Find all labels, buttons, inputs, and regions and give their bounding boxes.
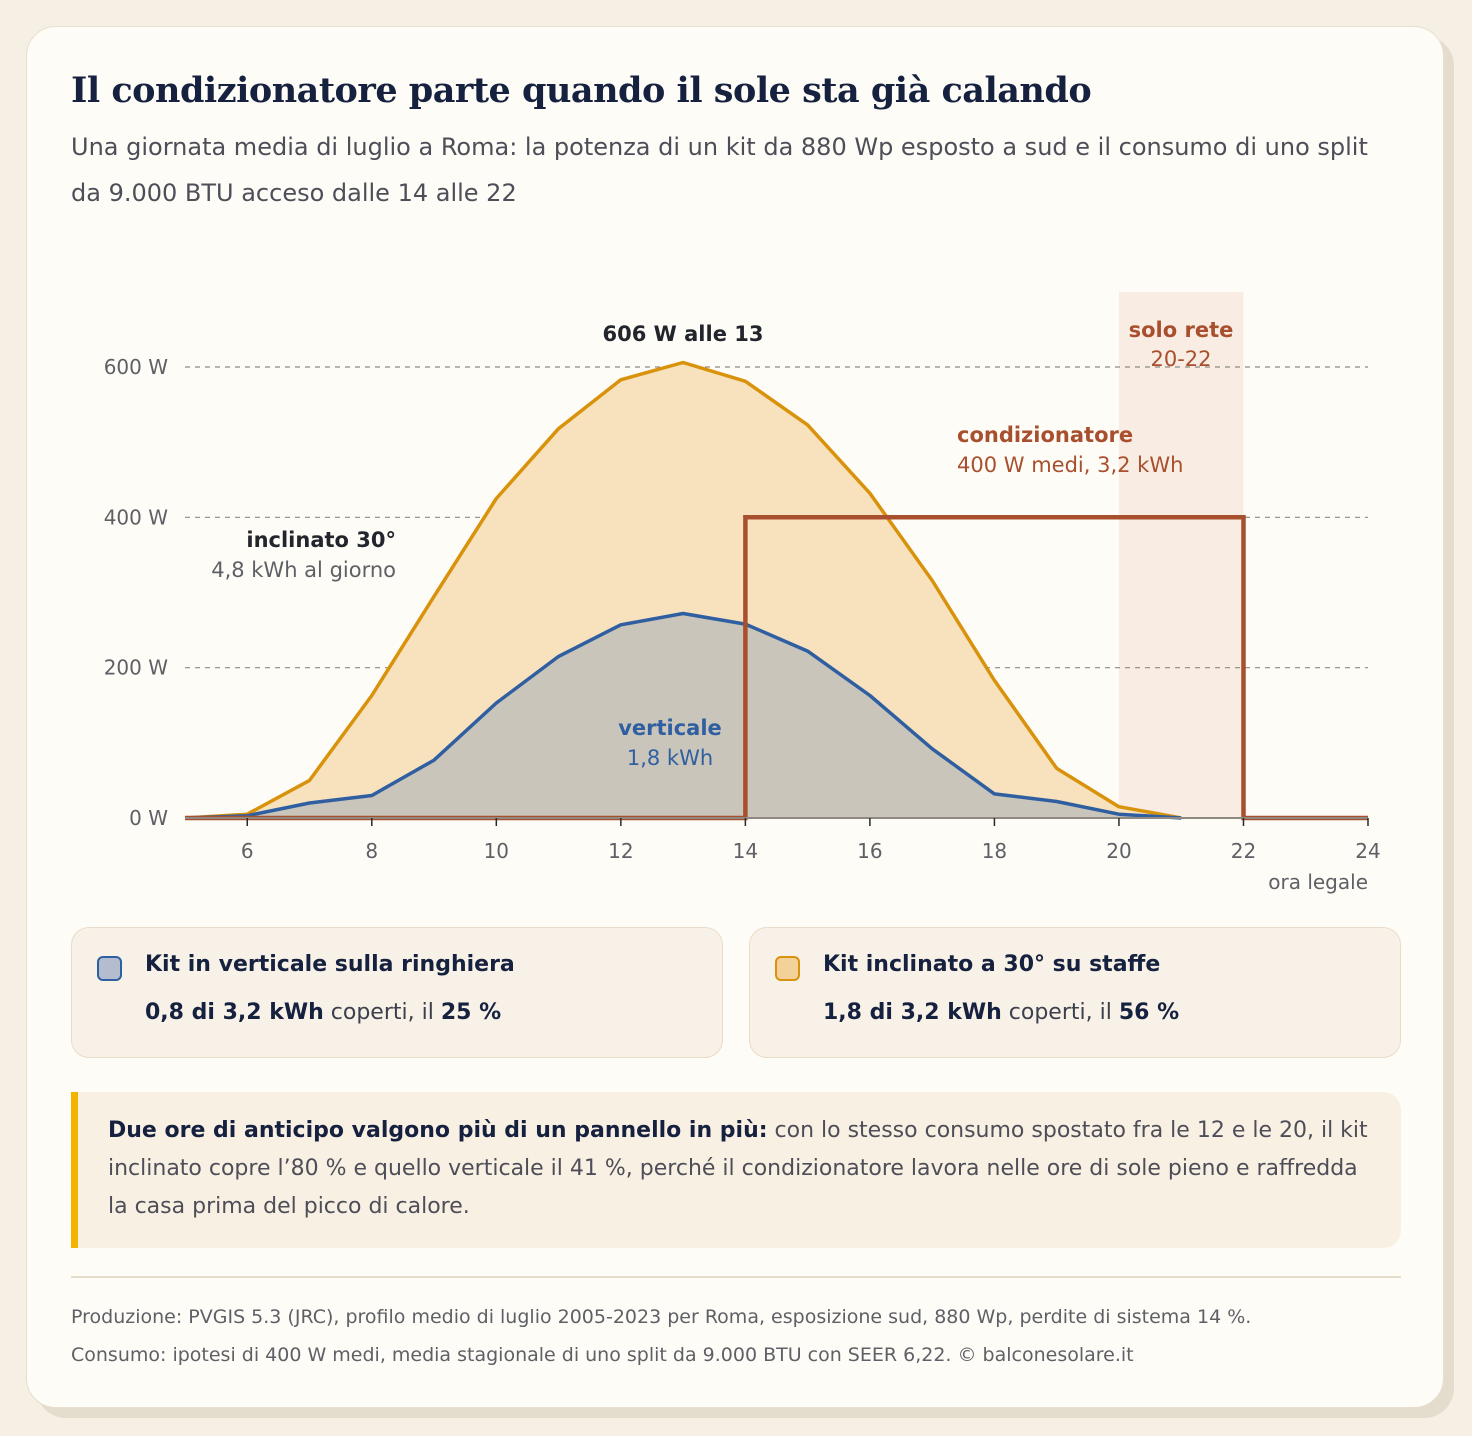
- legend-vertical: Kit in verticale sulla ringhiera 0,8 di …: [71, 927, 723, 1058]
- y-tick-label: 200 W: [104, 656, 169, 680]
- note-body: con lo stesso consumo spostato fra le 12…: [108, 1118, 1368, 1219]
- page-title: Il condizionatore parte quando il sole s…: [71, 70, 1092, 111]
- x-tick-label: 24: [1355, 839, 1380, 863]
- legend-tilted-stat: 1,8 di 3,2 kWh coperti, il 56 %: [823, 1000, 1179, 1025]
- vertical-label: verticale: [618, 716, 722, 740]
- ac-label: condizionatore: [957, 423, 1133, 447]
- legend-vertical-title: Kit in verticale sulla ringhiera: [145, 952, 515, 977]
- note-lead: Due ore di anticipo valgono più di un pa…: [108, 1118, 768, 1143]
- ac-sublabel: 400 W medi, 3,2 kWh: [957, 453, 1183, 477]
- vertical-swatch: [97, 956, 122, 981]
- tilted-area: [185, 362, 1182, 818]
- legend-vertical-pct: 25 %: [440, 1000, 502, 1025]
- tilted-line: [184, 360, 1182, 820]
- x-tick-label: 20: [1106, 839, 1131, 863]
- band-sublabel: 20-22: [1150, 347, 1211, 371]
- x-tick-label: 14: [733, 839, 758, 863]
- tilted-swatch: [775, 956, 800, 981]
- x-axis-label: ora legale: [1268, 870, 1368, 894]
- source-footer: Produzione: PVGIS 5.3 (JRC), profilo med…: [71, 1298, 1401, 1374]
- legend-vertical-stat: 0,8 di 3,2 kWh coperti, il 25 %: [145, 1000, 501, 1025]
- x-axis: 6 8 10 12 14 16 18 20 22 24: [185, 817, 1381, 863]
- footer-line-1: Produzione: PVGIS 5.3 (JRC), profilo med…: [71, 1306, 1252, 1328]
- page-subtitle: Una giornata media di luglio a Roma: la …: [71, 133, 1368, 207]
- footer-divider: [71, 1276, 1401, 1278]
- band-label: solo rete: [1129, 318, 1234, 342]
- x-tick-label: 12: [608, 839, 633, 863]
- vertical-sublabel: 1,8 kWh: [627, 746, 713, 770]
- vertical-line: [184, 611, 1182, 820]
- footer-line-2: Consumo: ipotesi di 400 W medi, media st…: [71, 1344, 1134, 1366]
- x-tick-label: 16: [857, 839, 882, 863]
- vertical-area: [185, 613, 1182, 818]
- tilted-sublabel: 4,8 kWh al giorno: [211, 558, 396, 582]
- x-tick-label: 22: [1231, 839, 1256, 863]
- x-tick-label: 18: [982, 839, 1007, 863]
- peak-label: 606 W alle 13: [603, 322, 764, 346]
- power-chart: 0 W 200 W 400 W 600 W 6 8 10 12 14 16 18 20 22 24 60…: [104, 292, 1381, 894]
- x-tick-label: 8: [365, 839, 378, 863]
- grid-only-band: [1118, 292, 1244, 818]
- insight-note: Due ore di anticipo valgono più di un pa…: [71, 1092, 1401, 1248]
- band-rect: [1118, 292, 1244, 818]
- legend-tilted-covered: 1,8 di 3,2 kWh: [823, 1000, 1002, 1025]
- legend-tilted-title: Kit inclinato a 30° su staffe: [823, 952, 1161, 977]
- y-tick-label: 600 W: [104, 355, 169, 379]
- legend-tilted-pct: 56 %: [1118, 1000, 1180, 1025]
- legend-tilted: Kit inclinato a 30° su staffe 1,8 di 3,2…: [749, 927, 1401, 1058]
- y-tick-label: 400 W: [104, 505, 169, 529]
- legend-vertical-covered: 0,8 di 3,2 kWh: [145, 1000, 324, 1025]
- chart-annotations: 606 W alle 13 solo rete 20-22 condiziona…: [211, 318, 1368, 894]
- x-tick-label: 10: [484, 839, 509, 863]
- x-tick-label: 6: [241, 839, 254, 863]
- legend-tilted-text: coperti, il: [1001, 1000, 1119, 1025]
- legend-vertical-text: coperti, il: [323, 1000, 441, 1025]
- y-tick-label: 0 W: [129, 806, 168, 830]
- tilted-label: inclinato 30°: [246, 528, 396, 552]
